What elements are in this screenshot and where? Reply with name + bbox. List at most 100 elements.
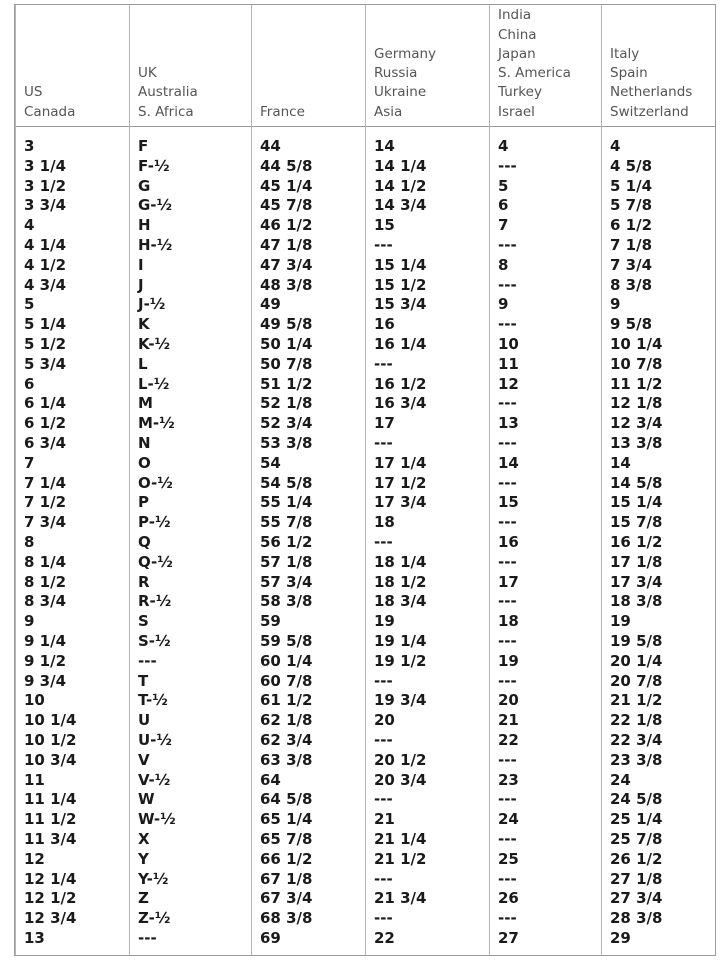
table-cell: --- [498, 552, 517, 571]
table-cell: 47 3/4 [260, 255, 313, 274]
table-cell: 9 5/8 [610, 315, 653, 334]
table-cell: 17 1/4 [374, 453, 427, 472]
table-cell: 21 3/4 [374, 889, 427, 908]
table-cell: 14 [498, 453, 519, 472]
table-cell: 15 1/4 [610, 493, 663, 512]
table-cell: 7 [24, 453, 35, 472]
table-cell: 19 [374, 612, 395, 631]
table-cell: 18 [374, 513, 395, 532]
table-cell: 10 [24, 691, 45, 710]
table-cell: 8 [24, 533, 35, 551]
table-cell: 12 3/4 [610, 414, 663, 433]
table-cell: W [138, 790, 155, 809]
table-cell: 10 1/4 [610, 335, 663, 353]
table-cell: 57 3/4 [260, 572, 313, 591]
table-cell: 6 1/2 [24, 414, 67, 433]
table-cell: 20 1/4 [610, 651, 663, 670]
table-cell: T-½ [138, 691, 168, 710]
table-cell: 17 1/8 [610, 552, 663, 571]
table-cell: 8 3/4 [24, 592, 67, 611]
table-cell: K-½ [138, 335, 171, 353]
table-cell: 68 3/8 [260, 909, 313, 928]
table-column [365, 5, 490, 955]
table-cell: R [138, 572, 150, 591]
table-cell: H [138, 216, 151, 235]
table-cell: 12 3/4 [24, 909, 77, 928]
table-cell: 14 1/4 [374, 156, 427, 175]
table-cell: 11 1/2 [610, 374, 663, 393]
table-cell: 17 3/4 [610, 572, 663, 591]
table-cell: 26 [498, 889, 519, 908]
table-cell: 13 [498, 414, 519, 433]
table-cell: 11 1/2 [24, 810, 77, 829]
table-cell: 14 1/2 [374, 176, 427, 195]
table-cell: G [138, 176, 151, 195]
table-cell: --- [374, 434, 393, 452]
table-cell: 15 [374, 216, 395, 235]
table-cell: 15 1/2 [374, 275, 427, 294]
table-cell: 12 1/8 [610, 394, 663, 413]
table-cell: 22 [498, 731, 519, 749]
table-cell: --- [498, 869, 517, 888]
table-cell: 23 [498, 770, 519, 789]
table-cell: 47 1/8 [260, 236, 313, 254]
table-cell: 13 [24, 929, 45, 947]
table-cell: 67 3/4 [260, 889, 313, 908]
table-cell: 18 1/4 [374, 552, 427, 571]
table-cell: 20 3/4 [374, 770, 427, 789]
table-cell: --- [498, 830, 517, 848]
table-cell: V [138, 750, 150, 769]
table-cell: 4 3/4 [24, 275, 67, 294]
table-cell: 53 3/8 [260, 434, 313, 452]
table-cell: 20 1/2 [374, 750, 427, 769]
table-cell: X [138, 830, 150, 848]
table-column [489, 5, 602, 955]
table-cell: --- [498, 275, 517, 294]
table-cell: 21 [374, 810, 395, 829]
table-cell: --- [498, 315, 517, 334]
table-cell: --- [498, 632, 517, 650]
table-cell: 15 1/4 [374, 255, 427, 274]
table-cell: 44 5/8 [260, 156, 313, 175]
table-cell: 9 1/2 [24, 651, 67, 670]
table-cell: 15 7/8 [610, 513, 663, 532]
table-cell: 19 [498, 651, 519, 670]
table-cell: 22 3/4 [610, 731, 663, 749]
table-cell: 4 5/8 [610, 156, 653, 175]
table-cell: O-½ [138, 473, 173, 492]
table-cell: 21 [498, 711, 519, 730]
table-cell: 11 [24, 770, 45, 789]
table-cell: 27 1/8 [610, 869, 663, 888]
table-cell: 26 1/2 [610, 849, 663, 868]
table-cell: 45 1/4 [260, 176, 313, 195]
table-cell: Q-½ [138, 552, 173, 571]
table-cell: 19 1/4 [374, 632, 427, 650]
table-cell: 20 7/8 [610, 671, 663, 690]
table-cell: 5 [24, 295, 35, 314]
table-cell: --- [138, 651, 157, 670]
table-cell: 25 1/4 [610, 810, 663, 829]
table-cell: 46 1/2 [260, 216, 313, 235]
table-column [251, 5, 366, 955]
table-cell: 11 [498, 354, 519, 373]
table-cell: 10 3/4 [24, 750, 77, 769]
table-cell: I [138, 255, 144, 274]
table-cell: H-½ [138, 236, 173, 254]
table-cell: 5 7/8 [610, 196, 653, 215]
table-cell: 29 [610, 929, 631, 947]
table-cell: 50 1/4 [260, 335, 313, 353]
table-cell: --- [498, 156, 517, 175]
table-cell: N [138, 434, 151, 452]
table-cell: 7 3/4 [610, 255, 653, 274]
table-column [601, 5, 718, 955]
table-cell: 59 5/8 [260, 632, 313, 650]
table-cell: 5 1/4 [610, 176, 653, 195]
table-cell: 11 1/4 [24, 790, 77, 809]
table-cell: 24 [498, 810, 519, 829]
table-cell: 8 1/2 [24, 572, 67, 591]
table-cell: 18 [498, 612, 519, 631]
table-cell: V-½ [138, 770, 171, 789]
table-cell: Y [138, 849, 149, 868]
table-cell: M [138, 394, 153, 413]
table-cell: 65 7/8 [260, 830, 313, 848]
